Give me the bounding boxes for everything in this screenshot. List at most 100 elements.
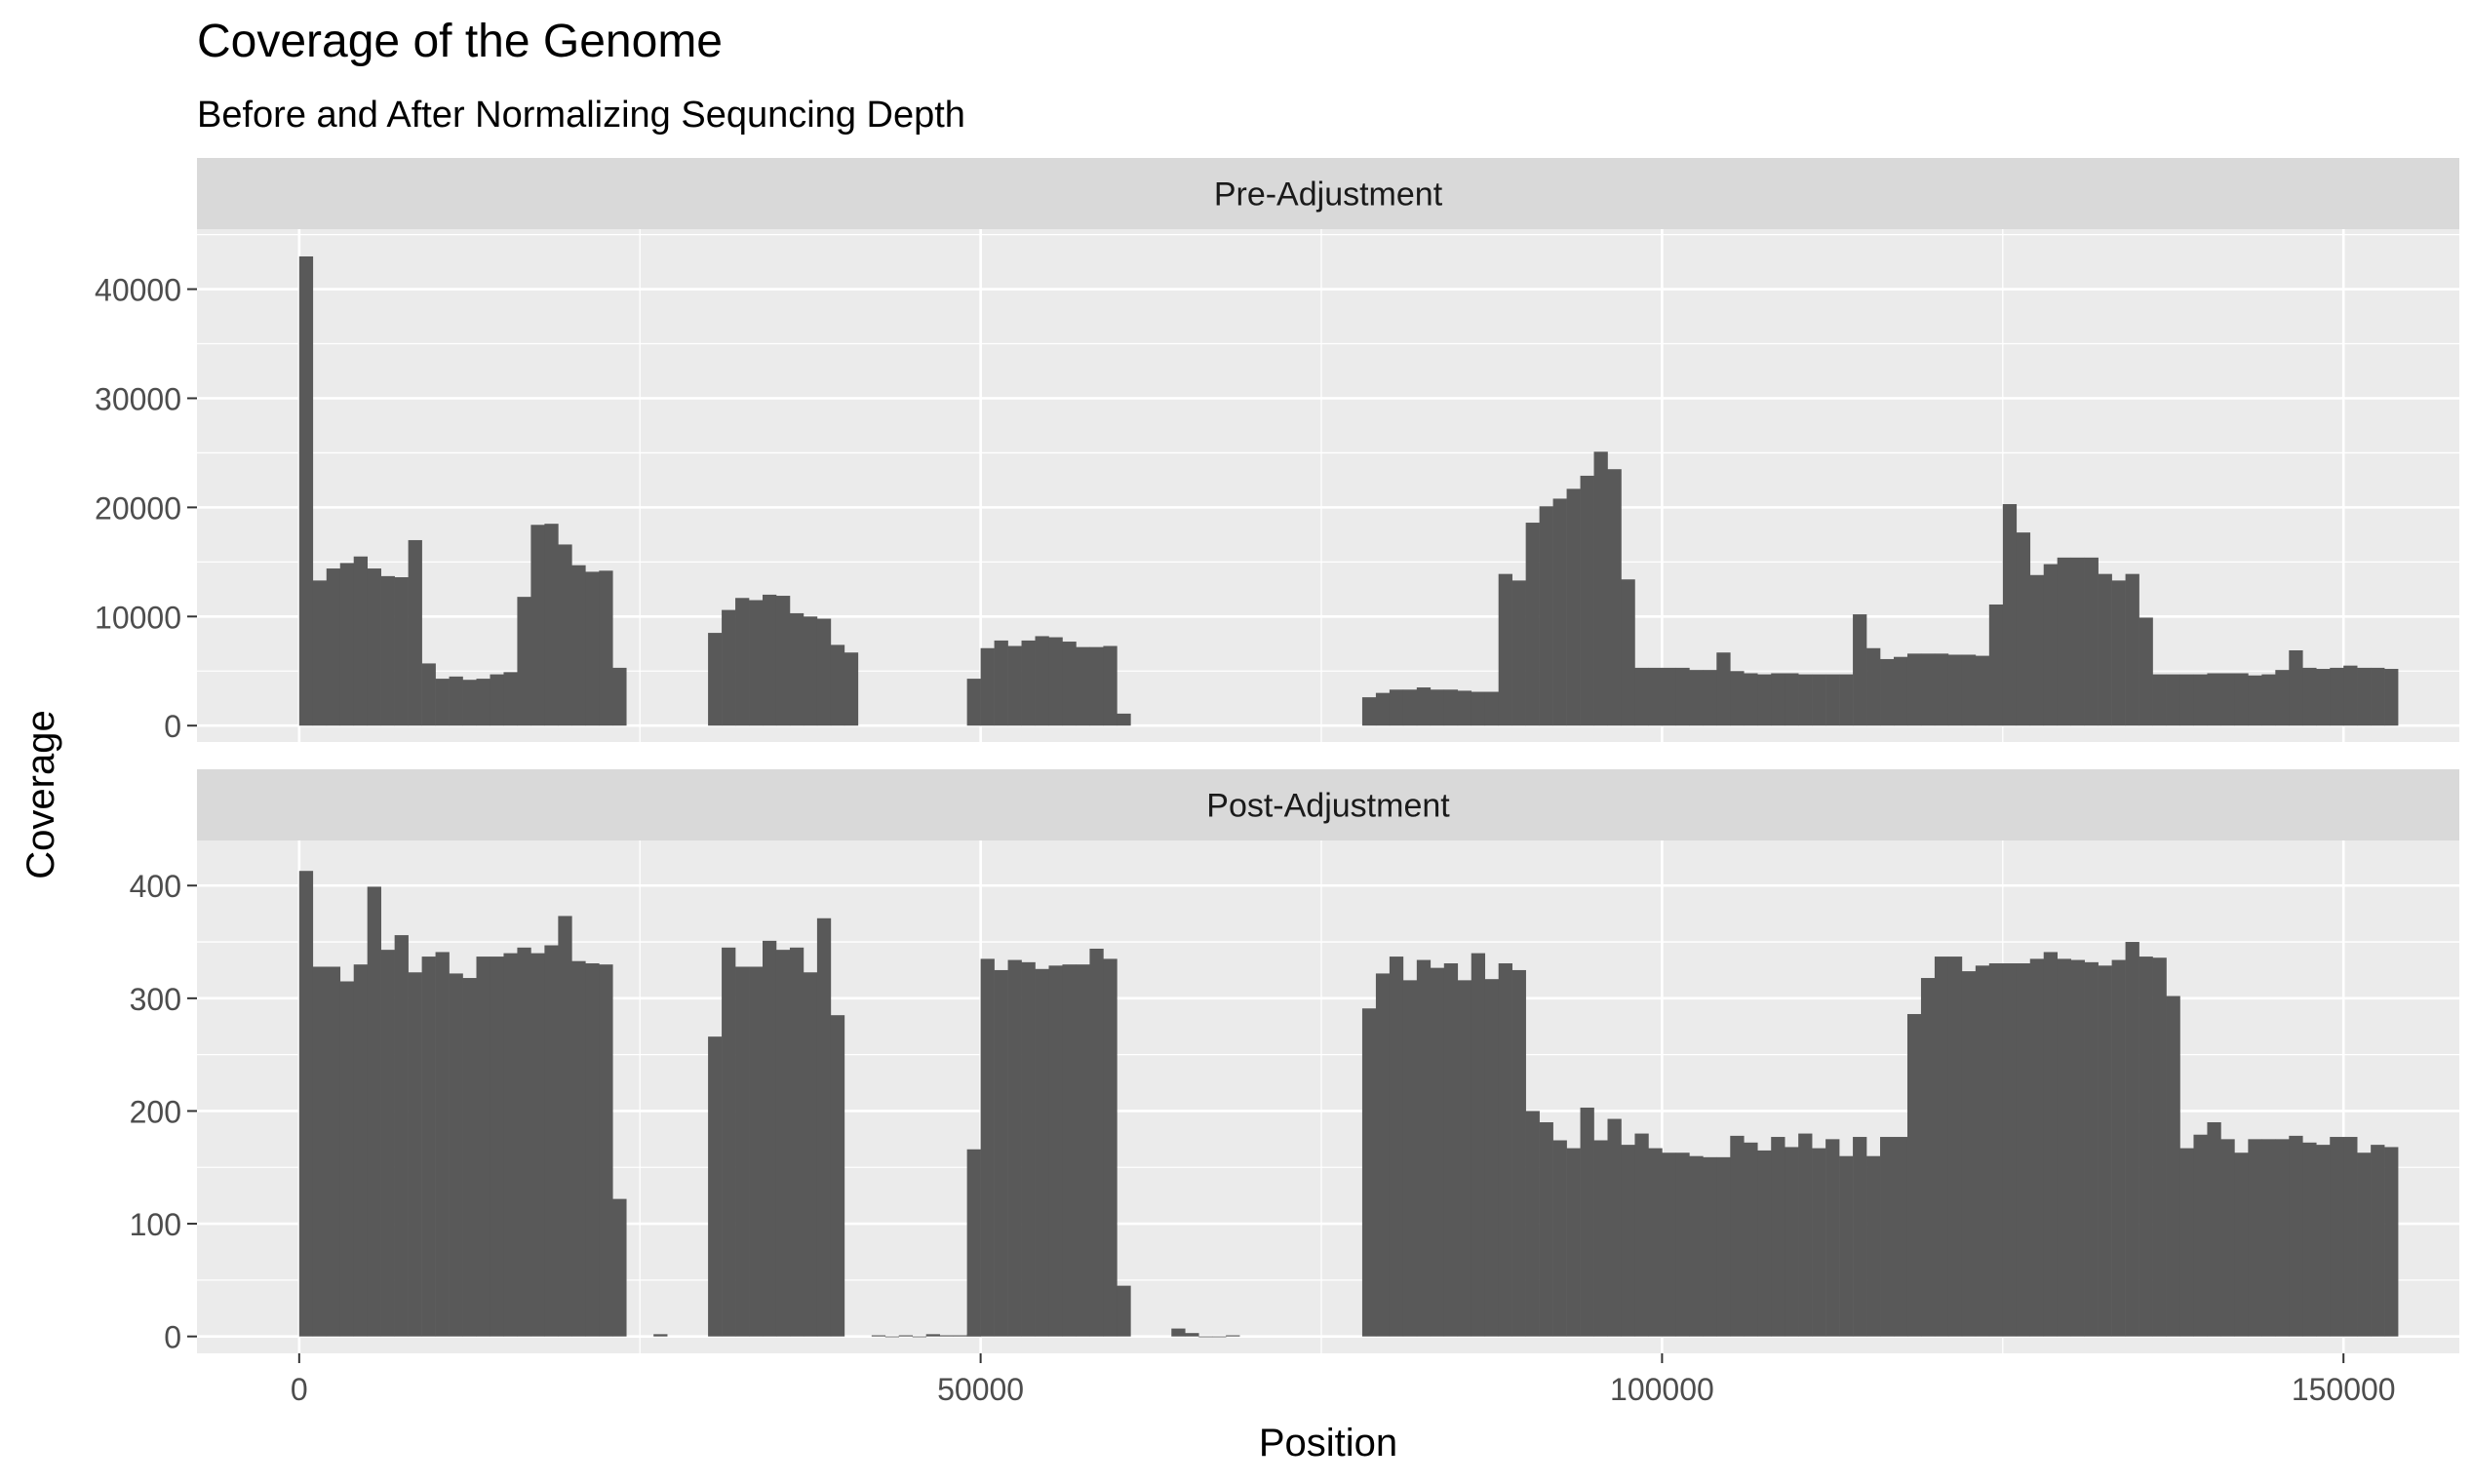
bar (380, 950, 395, 1337)
bar (1785, 673, 1799, 726)
bar (708, 633, 723, 726)
bar (530, 525, 545, 726)
bar (1975, 655, 1990, 726)
bar (1621, 579, 1635, 726)
bar (1062, 642, 1077, 726)
bar (2043, 952, 2059, 1337)
bar (1443, 963, 1459, 1337)
bar (1675, 1152, 1690, 1337)
bar (1961, 971, 1977, 1337)
bar (966, 1149, 981, 1337)
bar (490, 674, 504, 726)
bar (1947, 957, 1963, 1337)
bar (830, 644, 845, 726)
bar (2070, 959, 2085, 1337)
bar (816, 618, 832, 726)
bar (462, 978, 477, 1337)
bar (599, 964, 613, 1337)
bar (749, 966, 764, 1337)
x-tick-label: 150000 (2292, 1372, 2396, 1407)
bar (476, 679, 490, 726)
bar (749, 600, 764, 726)
bar (2384, 1147, 2399, 1337)
y-tick-label: 30000 (95, 381, 181, 416)
facet-strip-label: Post-Adjustment (1206, 788, 1450, 825)
bar (2084, 557, 2099, 726)
bar (2002, 504, 2018, 726)
bar (1894, 656, 1908, 726)
facet-panels: Pre-Adjustment 0 10000 20000 30000 40000 Post-… (95, 158, 2459, 1355)
bar (2070, 557, 2085, 726)
bar (2289, 1135, 2303, 1337)
bar (599, 570, 613, 726)
bar (571, 960, 586, 1337)
bar (1552, 1140, 1567, 1337)
bar (2138, 617, 2153, 726)
bar (1785, 1147, 1799, 1337)
bar (1757, 674, 1772, 726)
bar (1798, 674, 1813, 726)
bar (1539, 1122, 1553, 1337)
bar (1484, 691, 1499, 726)
bar (1375, 692, 1391, 726)
bar (1906, 1014, 1922, 1337)
bar (612, 1198, 627, 1337)
bar (1920, 653, 1936, 726)
bar (966, 679, 981, 726)
bar (1730, 671, 1745, 726)
bar (585, 571, 600, 726)
bar (408, 972, 422, 1337)
bar (994, 969, 1008, 1337)
bar (1089, 948, 1104, 1337)
bar (763, 594, 777, 726)
bar (2371, 1145, 2385, 1337)
bar (830, 1015, 845, 1337)
bar (1580, 1107, 1594, 1337)
bar (939, 1335, 954, 1337)
bar (1894, 1137, 1908, 1337)
bar (2193, 674, 2208, 726)
bar (1634, 667, 1649, 726)
bar (339, 563, 355, 726)
bar (1934, 957, 1949, 1337)
bar (326, 568, 341, 726)
bar (408, 539, 422, 726)
bar (789, 947, 804, 1337)
bar (503, 953, 518, 1337)
bar (2234, 1152, 2249, 1337)
y-tick-label: 200 (130, 1094, 181, 1129)
bar (1117, 713, 1131, 726)
bar (1021, 640, 1036, 726)
bar (708, 1036, 723, 1337)
bar (449, 973, 463, 1337)
bar (1552, 498, 1567, 726)
bar (1361, 697, 1377, 726)
bar (1580, 475, 1594, 726)
bar (1457, 690, 1472, 726)
bar (612, 667, 627, 726)
bar (1825, 674, 1840, 726)
bar (1920, 978, 1936, 1337)
bar (1185, 1333, 1199, 1337)
bar (1226, 1335, 1240, 1337)
bar (1839, 674, 1854, 726)
bar (1525, 1111, 1540, 1337)
bar (1839, 1155, 1854, 1337)
y-tick-label: 20000 (95, 490, 181, 526)
bar (2111, 959, 2126, 1337)
bar (1648, 667, 1663, 726)
bar (1689, 1155, 1704, 1337)
bar (558, 544, 572, 726)
bar (421, 663, 436, 726)
bar (1525, 523, 1540, 726)
bar (1498, 963, 1512, 1337)
bar (2234, 673, 2249, 726)
bar (1402, 689, 1418, 726)
bar (2098, 573, 2112, 726)
bar (775, 596, 791, 726)
bar (2057, 557, 2071, 726)
facet-strip-label: Pre-Adjustment (1214, 176, 1443, 214)
bar (1539, 506, 1553, 726)
bar (1076, 646, 1090, 726)
